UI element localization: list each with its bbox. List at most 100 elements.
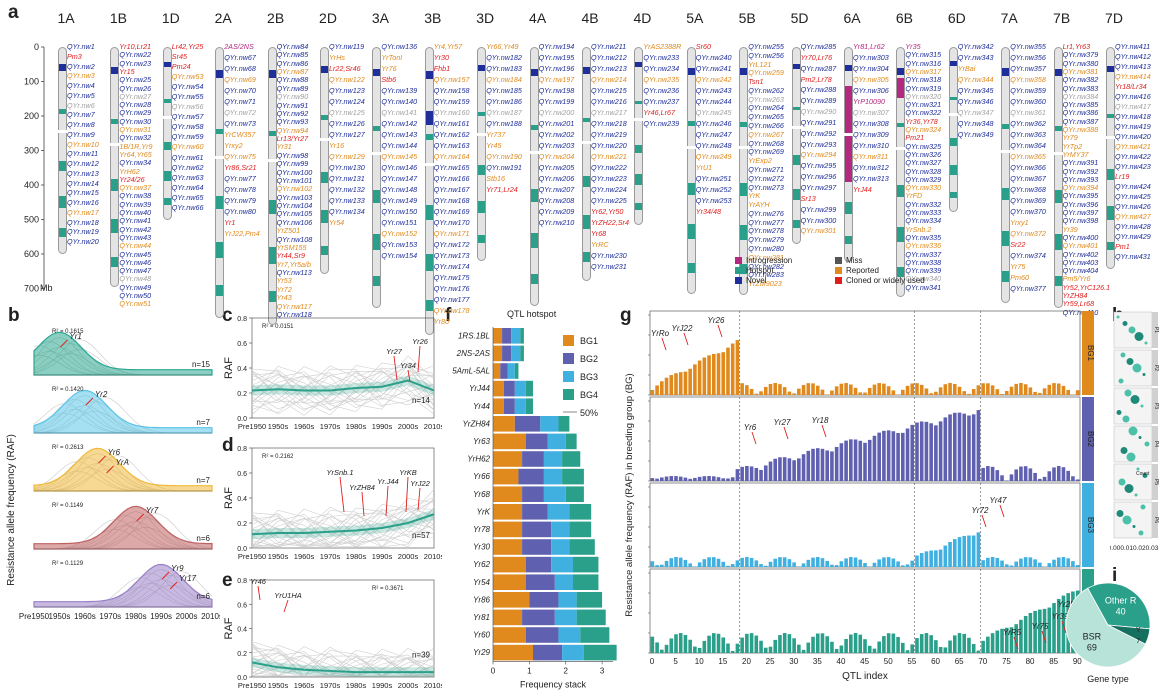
bar: [839, 561, 844, 567]
qtl-label: Yr80: [433, 317, 449, 326]
legend-swatch: [735, 257, 742, 265]
bar: [726, 565, 730, 567]
bar: [716, 477, 721, 481]
bar: [1047, 563, 1052, 567]
panel-h-chart: P1 P2 P3 P4 P5 P6 0.000.010.020.03 Count: [1110, 311, 1159, 552]
qtl-label: QYr.nw273: [748, 182, 784, 192]
qtl-label: Yrxy1: [1010, 218, 1029, 227]
qtl-label: QYr.nw210: [538, 218, 575, 227]
qtl-label: YrZ501: [276, 226, 301, 236]
qtl-label: QYr.nw334: [905, 216, 942, 226]
chromosome-segment: [687, 263, 695, 274]
qtl-label: QYr.nw420: [1115, 132, 1151, 142]
chromosome-segment: [949, 96, 957, 101]
bar: [967, 393, 971, 395]
qtl-label: Sr22: [1010, 240, 1026, 249]
category-label: 2NS-2AS: [456, 349, 491, 358]
stack-segment-BG2: [529, 592, 559, 608]
category-label: YrH62: [467, 455, 490, 464]
qtl-label: QYr.nw131: [329, 174, 365, 183]
panel-letter-f: f: [445, 305, 452, 326]
gene-label: YrJ22: [410, 479, 430, 488]
gene-label: Yr17: [179, 574, 196, 583]
chromosome-segment: [216, 284, 224, 296]
qtl-label: QYr.nw355: [1010, 42, 1046, 51]
bar: [986, 466, 990, 481]
chromosome-segment: [425, 70, 433, 80]
qtl-label: QYr.nw154: [381, 251, 418, 260]
arrow: [136, 513, 145, 522]
chromosome-segment: [425, 299, 433, 312]
qtl-label: QYr.nw391: [1062, 158, 1099, 168]
chromosome-bar-2B: [267, 47, 277, 326]
bar: [924, 551, 929, 567]
chromosome-segment: [635, 202, 643, 210]
x-tick-label: 1960s: [294, 422, 315, 431]
qtl-label: QYr.nw333: [905, 208, 942, 217]
facet-label: BG3: [1086, 517, 1095, 534]
qtl-label: QYr.nw53: [171, 72, 204, 82]
dot: [1142, 373, 1146, 376]
bar: [943, 647, 948, 653]
chromosome-segment: [740, 264, 748, 275]
bar: [702, 559, 707, 567]
qtl-label: QYr.nw113: [276, 268, 312, 278]
bar: [853, 387, 858, 395]
stack-segment-BG2: [522, 451, 544, 467]
bar: [660, 381, 664, 395]
panel-b-chart: R² = 0.1615 n=15 Yr1 R² = 0.1420 n=7 Yr2 R² = …: [6, 329, 220, 621]
bar: [834, 565, 839, 567]
qtl-label: QYr.nw301: [800, 226, 837, 236]
qtl-label: QYr.nw305: [853, 75, 889, 84]
qtl-label: QYr.nw360: [1010, 97, 1046, 106]
stack-segment-BG1: [493, 574, 526, 590]
qtl-label: Yr75: [1010, 262, 1026, 271]
x-tick-label: 5: [673, 657, 678, 666]
bar: [740, 383, 744, 395]
stack-segment-BG2: [500, 363, 508, 379]
category-label: Yr30: [473, 543, 490, 552]
category-label: Yr78: [473, 525, 490, 534]
y-axis-label: RAF: [223, 487, 235, 509]
qtl-label: QYr.nw84: [276, 42, 309, 51]
bar: [1009, 627, 1014, 653]
qtl-label: QYr.nw266: [748, 121, 784, 131]
background-curve: [251, 370, 435, 403]
bar: [735, 469, 740, 481]
qtl-label: Yr59,Lr68: [1062, 299, 1095, 309]
legend-label: 50%: [580, 408, 598, 418]
bar: [986, 383, 990, 395]
qtl-label: Yr53: [276, 276, 292, 286]
bar: [697, 647, 702, 653]
qtl-label: Lr22,Sr46: [329, 64, 361, 73]
bar: [995, 470, 1000, 481]
chromosome-segment: [949, 137, 957, 146]
qtl-label: YrP10090: [853, 97, 885, 106]
dot: [1126, 452, 1136, 462]
bar: [915, 383, 919, 395]
qtl-label: Yr44,Sr9: [276, 251, 305, 261]
chromosome-segment: [530, 189, 538, 202]
x-tick-label: 1980s: [125, 612, 147, 621]
dot: [1118, 378, 1124, 384]
qtl-label: Yr36,Yr78: [905, 116, 938, 126]
chromosome-segment: [321, 245, 328, 255]
qtl-label: QYr.nw70: [224, 86, 256, 95]
dot: [1116, 510, 1124, 517]
x-tick-label: 55: [907, 657, 916, 666]
chromosome-segment: [268, 199, 276, 214]
stack-segment-BG1: [493, 345, 503, 362]
qtl-label: Stb16: [486, 174, 505, 183]
qtl-label: QYr.nw404: [1062, 266, 1099, 276]
qtl-label: QYr.nw425: [1115, 192, 1151, 202]
qtl-label: QYr.nw172: [433, 240, 470, 249]
dot: [1134, 493, 1138, 497]
r-squared-label: R² = 0.3671: [372, 586, 404, 592]
pie-label: Y: [1136, 627, 1141, 634]
chromosome-segment: [163, 170, 171, 182]
chromosome-segment: [1054, 68, 1062, 77]
qtl-label: QYr.nw100: [276, 167, 313, 177]
bar: [863, 392, 867, 395]
facet-label: P5: [1153, 479, 1159, 485]
